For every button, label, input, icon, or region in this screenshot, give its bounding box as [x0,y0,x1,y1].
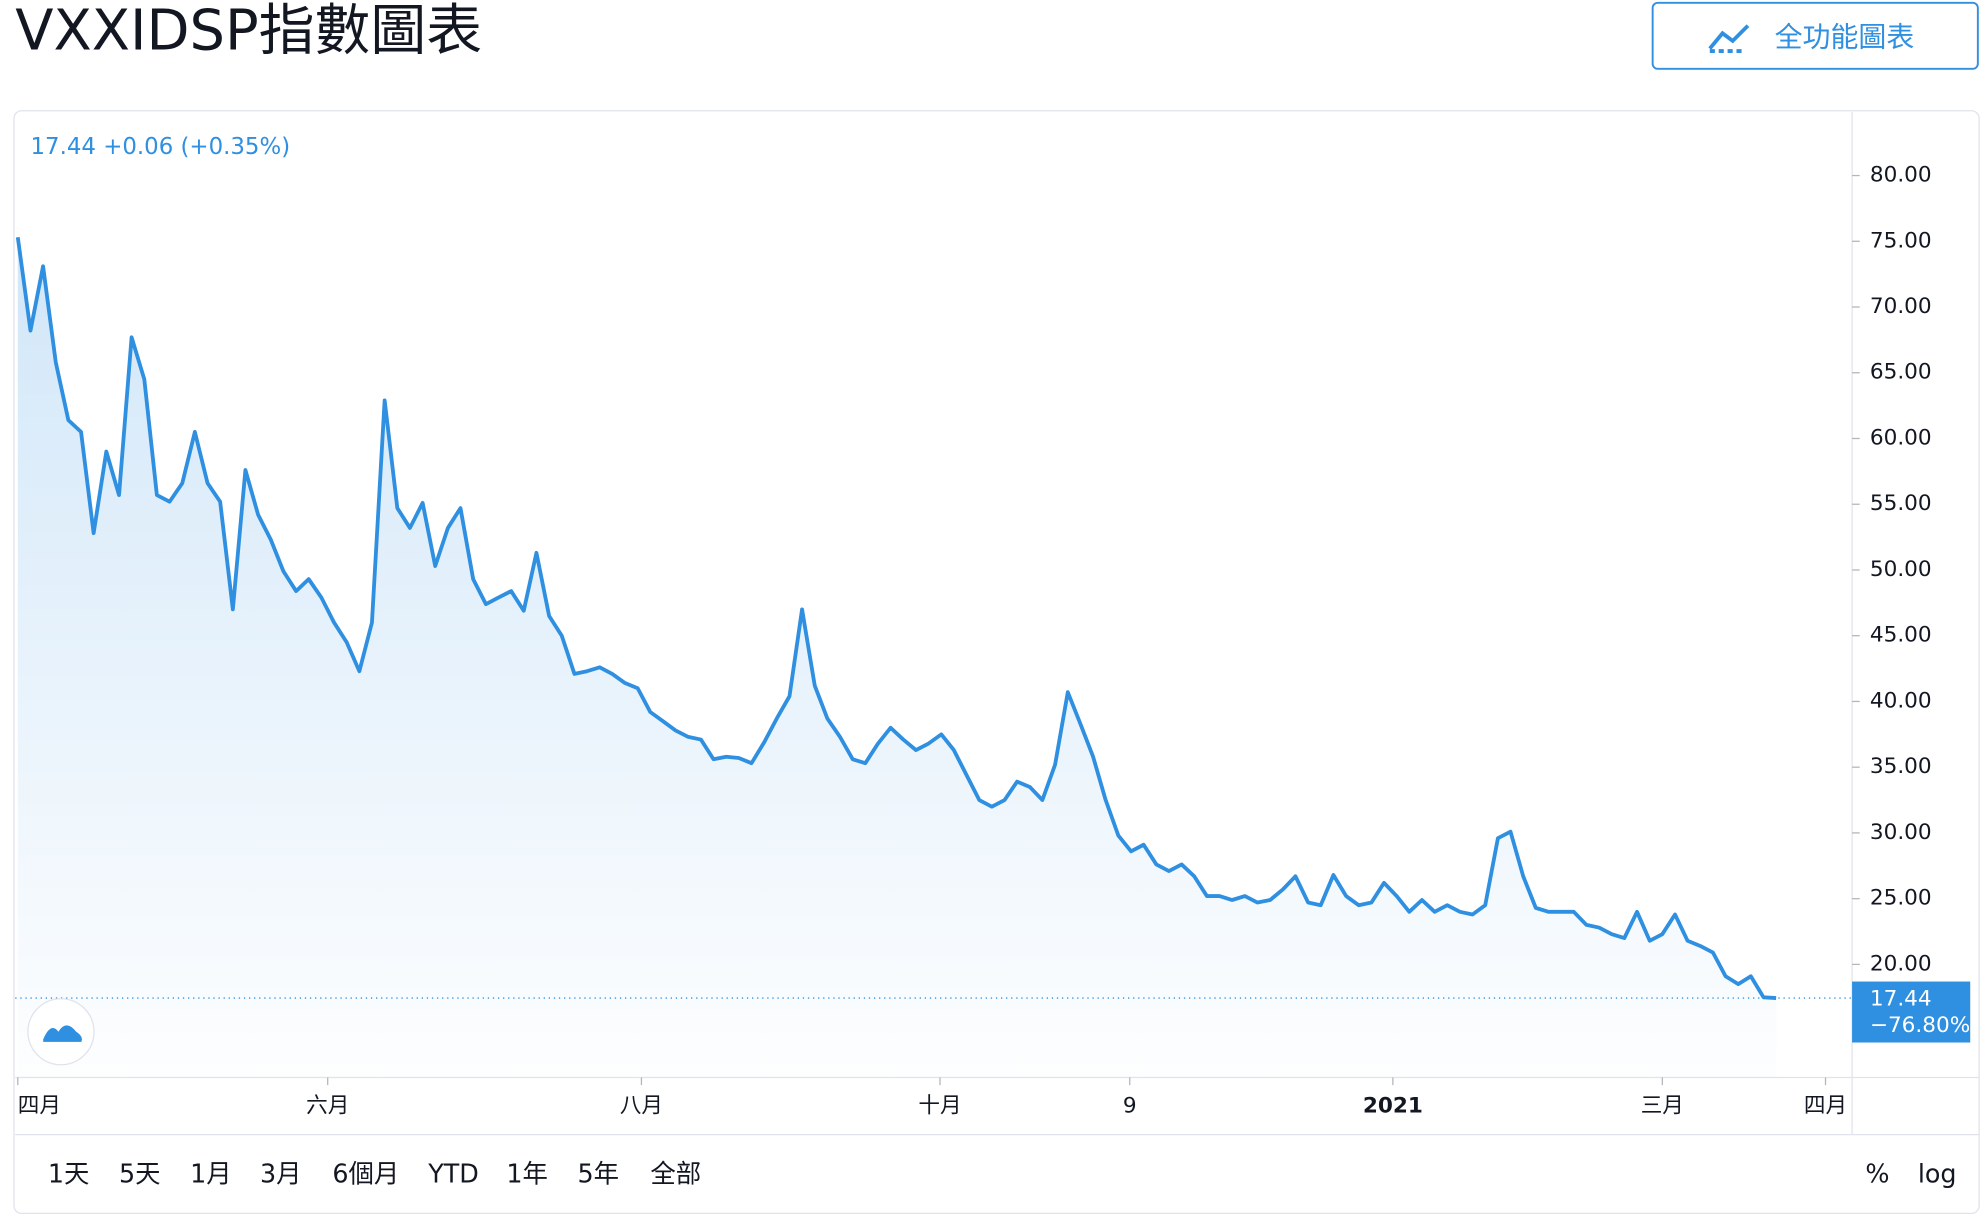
x-tick-label: 六月 [306,1094,349,1119]
y-tick-label: 75.00 [1870,228,1932,253]
x-tick-label: 十月 [918,1094,961,1119]
y-tick-label: 20.00 [1870,951,1932,976]
page-title: VXXIDSP指數圖表 [15,0,482,64]
range-button[interactable]: 1月 [190,1158,232,1188]
range-button[interactable]: 5天 [119,1158,161,1188]
y-tick-label: 80.00 [1870,163,1932,188]
scale-button[interactable]: % [1865,1158,1889,1188]
button-icon[interactable] [1708,24,1750,50]
y-tick-label: 60.00 [1870,425,1932,450]
change-label: −76.80% [1870,1013,1970,1038]
y-tick-label: 50.00 [1870,557,1932,582]
y-tick-label: 45.00 [1870,623,1932,648]
y-tick-label: 65.00 [1870,360,1932,385]
y-tick-label: 70.00 [1870,294,1932,319]
range-button[interactable]: 3月 [260,1158,302,1188]
plot [15,237,1853,1078]
y-tick-label: 30.00 [1870,820,1932,845]
x-tick-label: 9 [1123,1094,1137,1119]
x-tick-label: 八月 [620,1094,663,1119]
range-button[interactable]: 5年 [578,1158,620,1188]
area [17,237,1777,1078]
range-button[interactable]: YTD [427,1158,479,1188]
full-chart-button[interactable]: 全功能圖表 [1651,1,1979,70]
button-frame[interactable] [1651,1,1979,70]
last-price-label: 17.44 [1870,986,1932,1011]
y-tick-label: 55.00 [1870,491,1932,516]
scale-button[interactable]: log [1918,1158,1957,1188]
x-tick-label: 四月 [18,1094,61,1119]
x-tick-label: 四月 [1804,1094,1847,1119]
logo-icon [43,1025,82,1042]
x-tick-label: 三月 [1641,1094,1684,1119]
range-button[interactable]: 1年 [506,1158,548,1188]
last-price-tag [1852,981,1971,1043]
y-tick-label: 35.00 [1870,754,1932,779]
x-tick-label: 2021 [1363,1094,1423,1119]
y-tick-label: 40.00 [1870,688,1932,713]
y-tick-label: 25.00 [1870,886,1932,911]
range-button[interactable]: 1天 [48,1158,90,1188]
range-button[interactable]: 全部 [650,1158,701,1188]
range-button[interactable]: 6個月 [332,1158,399,1188]
line [15,237,1777,1000]
quote: 17.44 +0.06 (+0.35%) [30,134,290,160]
button-label[interactable]: 全功能圖表 [1775,20,1915,53]
